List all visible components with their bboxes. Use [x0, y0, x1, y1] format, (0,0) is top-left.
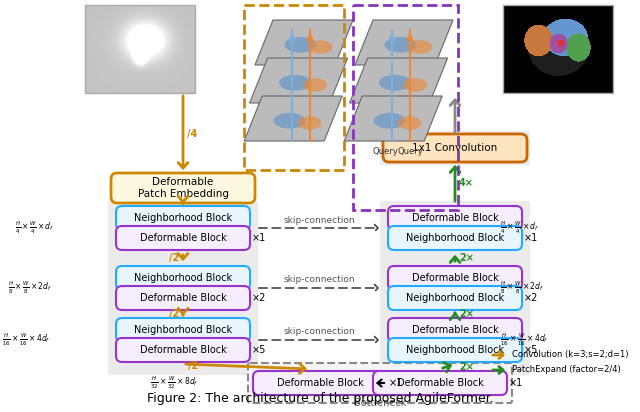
FancyBboxPatch shape: [388, 226, 522, 250]
Text: Deformable Block: Deformable Block: [140, 345, 227, 355]
Text: ×1: ×1: [509, 378, 524, 388]
Ellipse shape: [379, 75, 411, 91]
Ellipse shape: [385, 37, 417, 53]
FancyBboxPatch shape: [248, 363, 512, 403]
Ellipse shape: [397, 116, 422, 130]
Polygon shape: [344, 96, 442, 141]
FancyBboxPatch shape: [116, 206, 250, 230]
Text: Convolution (k=3;s=2;d=1): Convolution (k=3;s=2;d=1): [512, 351, 628, 360]
Text: Deformable Block: Deformable Block: [397, 378, 483, 388]
Text: Deformable Block: Deformable Block: [412, 273, 499, 283]
Text: Neighborhood Block: Neighborhood Block: [134, 325, 232, 335]
Text: ×1: ×1: [252, 233, 266, 243]
Ellipse shape: [273, 113, 306, 129]
FancyBboxPatch shape: [116, 226, 250, 250]
Text: /2: /2: [169, 309, 179, 319]
Text: $\frac{H}{4} \times \frac{W}{4} \times d_f$: $\frac{H}{4} \times \frac{W}{4} \times d…: [15, 220, 54, 236]
Text: 1x1 Convolution: 1x1 Convolution: [412, 143, 498, 153]
Polygon shape: [355, 20, 453, 65]
Bar: [85, 5, 195, 93]
Text: $\frac{H}{4} \times \frac{W}{4} \times d_f$: $\frac{H}{4} \times \frac{W}{4} \times d…: [500, 220, 540, 236]
FancyBboxPatch shape: [253, 371, 387, 395]
FancyBboxPatch shape: [116, 266, 250, 290]
FancyBboxPatch shape: [380, 261, 530, 323]
Ellipse shape: [308, 40, 332, 54]
Text: ×1: ×1: [389, 378, 403, 388]
FancyBboxPatch shape: [388, 286, 522, 310]
Text: ×2: ×2: [252, 293, 266, 303]
Text: Deformable Block: Deformable Block: [140, 233, 227, 243]
Text: skip-connection: skip-connection: [283, 215, 355, 225]
Text: PatchExpand (factor=2/4): PatchExpand (factor=2/4): [512, 365, 621, 375]
Text: $\frac{H}{8} \times \frac{W}{8} \times 2d_f$: $\frac{H}{8} \times \frac{W}{8} \times 2…: [500, 280, 544, 296]
Text: Neighborhood Block: Neighborhood Block: [134, 273, 232, 283]
FancyBboxPatch shape: [373, 371, 507, 395]
FancyBboxPatch shape: [108, 313, 258, 375]
FancyBboxPatch shape: [108, 261, 258, 323]
Text: Deformable Block: Deformable Block: [412, 213, 499, 223]
Ellipse shape: [408, 40, 433, 54]
Ellipse shape: [374, 113, 406, 129]
Text: 2×: 2×: [459, 309, 474, 319]
FancyBboxPatch shape: [388, 318, 522, 342]
Polygon shape: [250, 58, 348, 103]
Bar: [353, 5, 458, 210]
Text: ×5: ×5: [252, 345, 266, 355]
FancyBboxPatch shape: [111, 173, 255, 203]
Text: Neighborhood Block: Neighborhood Block: [134, 213, 232, 223]
FancyBboxPatch shape: [388, 206, 522, 230]
Text: Neighborhood Block: Neighborhood Block: [406, 345, 504, 355]
Text: Figure 2: The architecture of the proposed AgileFormer.: Figure 2: The architecture of the propos…: [147, 392, 493, 405]
Text: /2: /2: [188, 361, 198, 372]
FancyBboxPatch shape: [380, 313, 530, 375]
Text: $\frac{H}{8} \times \frac{W}{8} \times 2d_f$: $\frac{H}{8} \times \frac{W}{8} \times 2…: [8, 280, 52, 296]
Ellipse shape: [284, 37, 316, 53]
Polygon shape: [349, 58, 447, 103]
Text: Query: Query: [397, 147, 423, 157]
Text: /4: /4: [187, 129, 197, 139]
Ellipse shape: [403, 78, 427, 92]
Text: 2×: 2×: [459, 361, 474, 372]
Text: /2: /2: [169, 253, 179, 263]
Text: Query: Query: [372, 147, 398, 157]
FancyBboxPatch shape: [388, 338, 522, 362]
Text: $\frac{H}{16} \times \frac{W}{16} \times 4d_f$: $\frac{H}{16} \times \frac{W}{16} \times…: [500, 332, 548, 348]
FancyBboxPatch shape: [116, 338, 250, 362]
Text: Bottleneck: Bottleneck: [354, 398, 406, 408]
Text: ×2: ×2: [524, 293, 538, 303]
Ellipse shape: [298, 116, 321, 130]
Ellipse shape: [303, 78, 327, 92]
Text: skip-connection: skip-connection: [283, 328, 355, 337]
Text: Deformable Block: Deformable Block: [276, 378, 364, 388]
FancyBboxPatch shape: [108, 201, 258, 263]
Text: Deformable
Patch Embedding: Deformable Patch Embedding: [138, 177, 228, 199]
Bar: [244, 5, 344, 170]
Text: 4×: 4×: [459, 178, 474, 188]
Text: 2×: 2×: [459, 253, 474, 263]
FancyBboxPatch shape: [383, 134, 527, 162]
FancyBboxPatch shape: [116, 318, 250, 342]
Text: $\frac{H}{32} \times \frac{W}{32} \times 8d_f$: $\frac{H}{32} \times \frac{W}{32} \times…: [150, 375, 198, 391]
FancyBboxPatch shape: [380, 131, 530, 165]
Polygon shape: [255, 20, 353, 65]
Text: $\frac{H}{16} \times \frac{W}{16} \times 4d_f$: $\frac{H}{16} \times \frac{W}{16} \times…: [2, 332, 51, 348]
Bar: [503, 5, 613, 93]
Ellipse shape: [279, 75, 311, 91]
Text: skip-connection: skip-connection: [283, 276, 355, 285]
Text: Neighborhood Block: Neighborhood Block: [406, 233, 504, 243]
FancyBboxPatch shape: [388, 266, 522, 290]
Text: ×5: ×5: [524, 345, 538, 355]
Text: Deformable Block: Deformable Block: [412, 325, 499, 335]
Text: Deformable Block: Deformable Block: [140, 293, 227, 303]
Polygon shape: [244, 96, 342, 141]
Text: Neighborhood Block: Neighborhood Block: [406, 293, 504, 303]
FancyBboxPatch shape: [380, 201, 530, 263]
Text: ×1: ×1: [524, 233, 538, 243]
FancyBboxPatch shape: [116, 286, 250, 310]
